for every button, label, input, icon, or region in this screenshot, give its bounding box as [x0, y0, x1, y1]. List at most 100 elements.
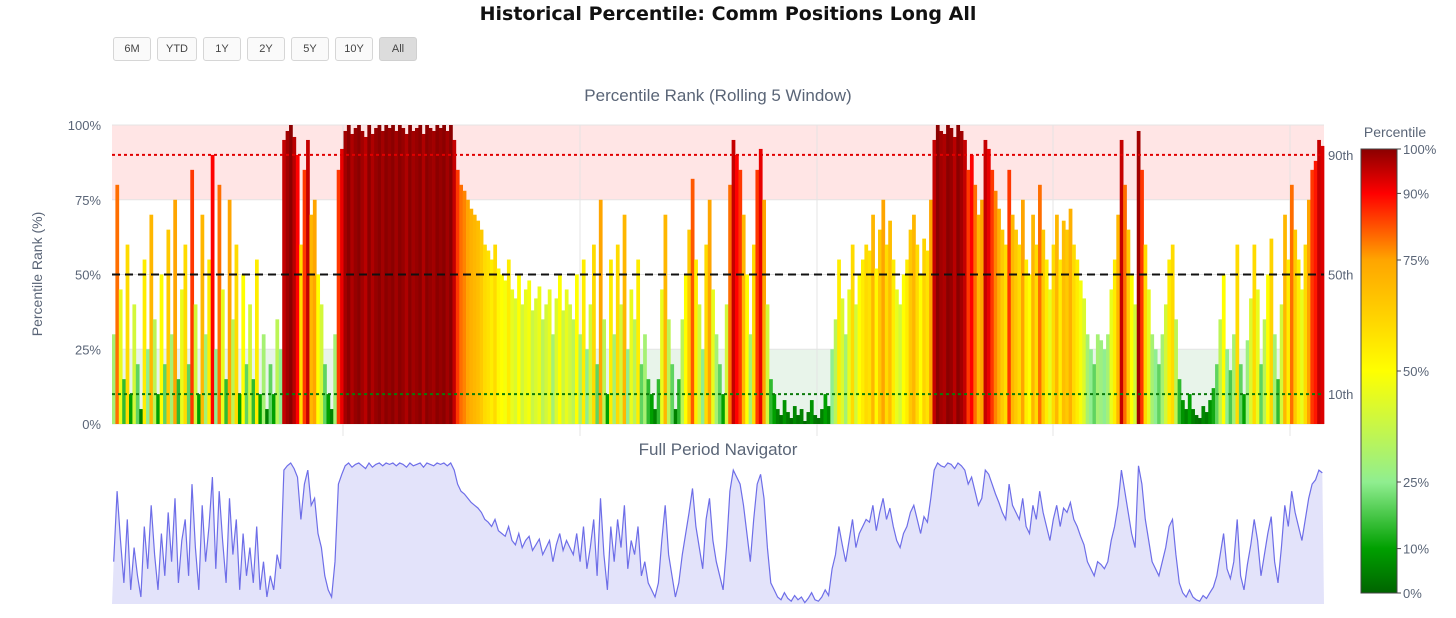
reference-label-50th: 50th — [1328, 268, 1353, 283]
bar — [881, 199, 886, 424]
bar — [1218, 319, 1223, 424]
bar — [176, 379, 181, 424]
bar — [370, 133, 375, 424]
bar — [180, 289, 184, 424]
bar — [1181, 400, 1185, 424]
range-button-5y[interactable]: 5Y — [291, 37, 329, 61]
bar — [656, 379, 661, 424]
bar — [724, 304, 729, 424]
bar — [1051, 244, 1056, 424]
bar — [254, 259, 259, 424]
navigator[interactable] — [112, 461, 1324, 604]
bar — [735, 154, 739, 424]
bar — [775, 409, 780, 424]
bar — [932, 139, 937, 424]
bar — [837, 259, 841, 424]
bar — [595, 364, 600, 424]
bar — [1293, 229, 1298, 424]
bar — [312, 199, 317, 424]
range-button-2y[interactable]: 2Y — [247, 37, 285, 61]
bar — [1038, 184, 1042, 424]
bar — [1232, 334, 1236, 424]
range-button-6m[interactable]: 6M — [113, 37, 151, 61]
bar — [840, 298, 845, 424]
bar — [1116, 214, 1121, 424]
bar — [649, 394, 654, 424]
bar — [125, 244, 130, 424]
bar — [1150, 334, 1155, 424]
bar — [173, 199, 178, 424]
bar — [1106, 334, 1110, 424]
bar — [1031, 214, 1035, 424]
bar — [432, 130, 436, 425]
bar — [1085, 334, 1090, 424]
bar — [939, 130, 944, 425]
bar — [1041, 229, 1046, 424]
bar — [1129, 274, 1134, 424]
bar — [857, 274, 862, 424]
bar — [261, 334, 266, 424]
bar — [214, 349, 218, 424]
bar — [438, 127, 443, 425]
bar — [544, 304, 549, 424]
bar — [1095, 334, 1100, 424]
bar — [959, 130, 964, 425]
range-button-1y[interactable]: 1Y — [203, 37, 241, 61]
bar — [782, 400, 787, 424]
bar — [193, 304, 198, 424]
bar — [479, 229, 484, 424]
bar — [969, 154, 974, 424]
bar — [306, 139, 310, 424]
bar — [353, 127, 358, 425]
bar — [1109, 289, 1114, 424]
bar — [152, 319, 157, 424]
bar — [990, 169, 995, 424]
bar — [905, 259, 909, 424]
bar — [493, 244, 498, 424]
bar — [248, 304, 252, 424]
bar — [112, 334, 116, 424]
bar — [1306, 199, 1311, 424]
bar — [1187, 394, 1192, 424]
y-tick-label: 50% — [75, 268, 101, 283]
bar — [980, 199, 984, 424]
bar — [683, 274, 688, 424]
bar — [142, 259, 147, 424]
bar — [489, 259, 494, 424]
bar — [363, 136, 368, 424]
bar — [860, 259, 865, 424]
y-axis-ticks: 0% 25% 50% 75% 100% — [68, 118, 102, 432]
y-axis-label: Percentile Rank (%) — [29, 212, 45, 337]
y-tick-label: 0% — [82, 417, 101, 432]
bar — [1310, 169, 1315, 424]
bar — [731, 139, 736, 424]
bar — [302, 169, 307, 424]
bar — [1242, 394, 1247, 424]
bar — [854, 304, 858, 424]
bar — [833, 319, 838, 424]
colorbar-tick-label: 100% — [1403, 142, 1437, 157]
bar — [1163, 304, 1168, 424]
bar — [333, 334, 338, 424]
bar — [762, 199, 767, 424]
bar — [1167, 259, 1172, 424]
bar — [1259, 364, 1264, 424]
bar — [629, 289, 634, 424]
bar — [241, 274, 246, 424]
bar — [391, 125, 395, 424]
bar — [728, 184, 732, 424]
bar — [466, 199, 470, 424]
range-button-all[interactable]: All — [379, 37, 417, 61]
bar — [1061, 220, 1066, 424]
bar — [169, 334, 174, 424]
bar — [1027, 274, 1032, 424]
bar — [803, 421, 807, 424]
range-button-ytd[interactable]: YTD — [157, 37, 197, 61]
bar — [336, 169, 341, 424]
bar — [697, 304, 702, 424]
bar — [1194, 415, 1199, 424]
bar — [224, 379, 229, 424]
bar — [609, 259, 613, 424]
range-button-10y[interactable]: 10Y — [335, 37, 373, 61]
bar — [1055, 214, 1059, 424]
